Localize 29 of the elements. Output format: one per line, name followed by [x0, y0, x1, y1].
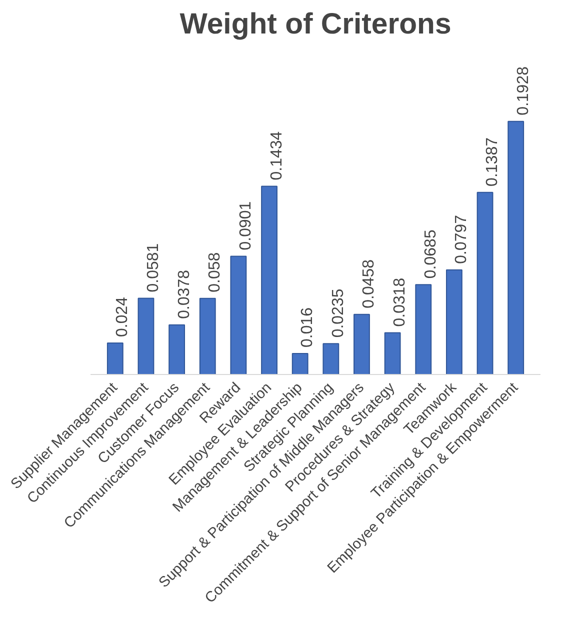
bar: [354, 314, 370, 374]
bar: [508, 120, 524, 374]
bar: [446, 269, 462, 374]
data-label: 0.0797: [453, 214, 470, 264]
bar: [322, 343, 340, 374]
bar: [384, 332, 401, 374]
data-label: 0.0235: [330, 288, 347, 338]
data-label: 0.024: [114, 296, 132, 337]
bar: [138, 298, 154, 374]
bar: [199, 298, 216, 374]
bar: [106, 342, 124, 374]
data-label: 0.1928: [514, 66, 532, 116]
bar: [292, 353, 308, 374]
bar: [415, 284, 432, 374]
data-label: 0.0685: [422, 230, 440, 279]
bar: [230, 256, 247, 374]
bar: [261, 186, 278, 374]
data-label: 0.1387: [484, 137, 502, 186]
data-label: 0.0581: [144, 243, 162, 292]
chart-title: Weight of Criterons: [180, 8, 452, 40]
bar: [476, 192, 494, 374]
bar: [168, 324, 186, 374]
data-label: 0.0378: [176, 270, 193, 319]
data-label: 0.0318: [392, 278, 409, 327]
data-label: 0.1434: [268, 131, 286, 180]
data-label: 0.016: [299, 307, 316, 348]
data-label: 0.0458: [360, 259, 378, 308]
data-label: 0.058: [206, 252, 224, 292]
data-label: 0.0901: [237, 201, 254, 250]
